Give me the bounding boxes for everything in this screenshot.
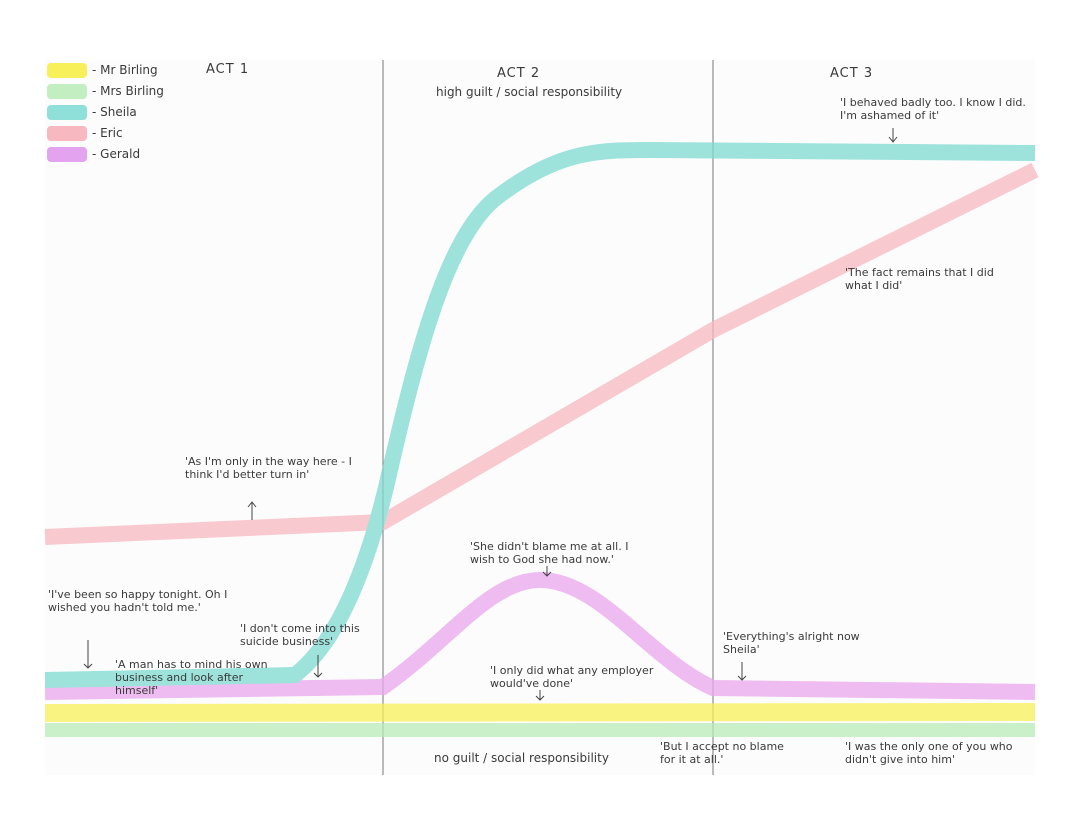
legend-swatch xyxy=(47,84,87,99)
mr-birling-line xyxy=(44,703,1036,722)
legend-label: - Mr Birling xyxy=(92,63,158,77)
arrow xyxy=(313,655,323,678)
arrow xyxy=(535,690,545,701)
quote: 'A man has to mind his own business and … xyxy=(115,658,268,697)
legend-swatch xyxy=(47,63,87,78)
act-label: ACT 1 xyxy=(206,62,250,77)
quote: 'She didn't blame me at all. I wish to G… xyxy=(470,540,629,566)
legend-swatch xyxy=(47,126,87,141)
legend-swatch xyxy=(47,147,87,162)
legend-label: - Gerald xyxy=(92,147,141,161)
eric-line xyxy=(44,162,1039,545)
quote: 'I behaved badly too. I know I did. I'm … xyxy=(840,96,1026,122)
act-label: ACT 2 xyxy=(497,66,541,81)
arrow xyxy=(888,128,898,143)
legend-label: - Sheila xyxy=(92,105,137,119)
quote: 'I don't come into this suicide business… xyxy=(240,622,360,648)
gerald-line xyxy=(44,571,1036,700)
arrow xyxy=(247,501,257,520)
sheila-line xyxy=(44,141,1036,688)
legend-label: - Eric xyxy=(92,126,123,140)
quote: 'I was the only one of you who didn't gi… xyxy=(845,740,1013,766)
legend-label: - Mrs Birling xyxy=(92,84,164,98)
axis-top-label: high guilt / social responsibility xyxy=(436,85,623,99)
quote: 'The fact remains that I did what I did' xyxy=(845,266,994,292)
arrow xyxy=(737,662,747,681)
quote: 'I only did what any employer would've d… xyxy=(490,664,654,690)
axis-bottom-label: no guilt / social responsibility xyxy=(434,751,609,765)
legend-swatch xyxy=(47,105,87,120)
arrow xyxy=(542,566,552,577)
quote: 'Everything's alright now Sheila' xyxy=(723,630,860,656)
act-label: ACT 3 xyxy=(830,66,874,81)
arrow xyxy=(83,640,93,669)
chart-area xyxy=(45,60,1035,775)
quote: 'As I'm only in the way here - I think I… xyxy=(185,455,352,481)
quote: 'But I accept no blame for it at all.' xyxy=(660,740,784,766)
quote: 'I've been so happy tonight. Oh I wished… xyxy=(48,588,228,614)
